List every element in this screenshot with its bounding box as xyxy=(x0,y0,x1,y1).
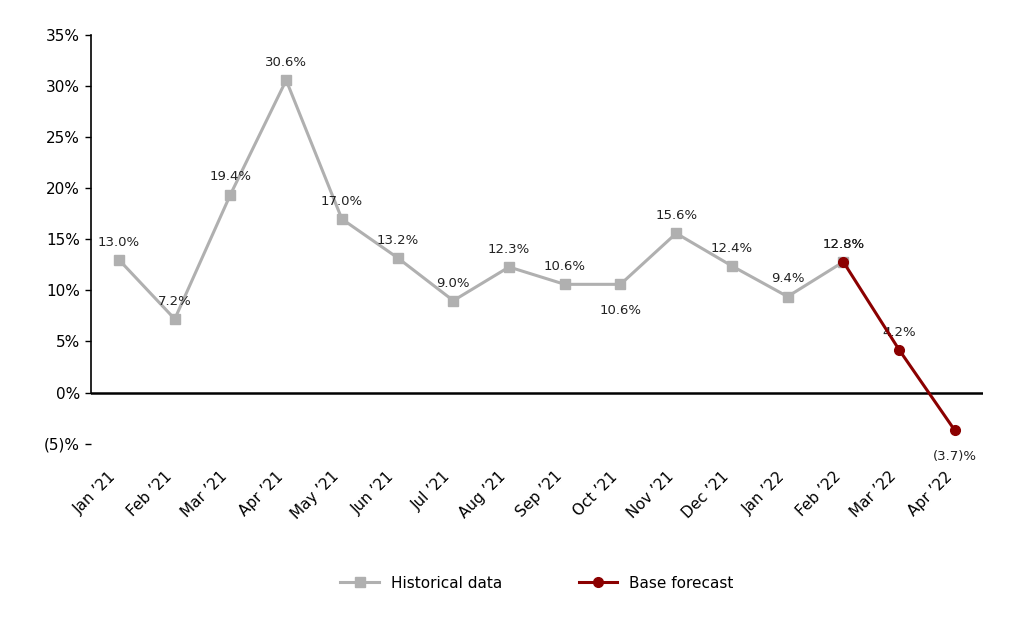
Text: 10.6%: 10.6% xyxy=(544,260,586,273)
Text: 17.0%: 17.0% xyxy=(321,195,363,208)
Legend: Historical data, Base forecast: Historical data, Base forecast xyxy=(334,569,739,597)
Text: 4.2%: 4.2% xyxy=(882,325,916,339)
Text: 12.8%: 12.8% xyxy=(823,238,864,251)
Text: 12.4%: 12.4% xyxy=(711,242,753,255)
Text: 12.3%: 12.3% xyxy=(488,243,530,256)
Text: 13.2%: 13.2% xyxy=(377,234,418,246)
Text: 9.0%: 9.0% xyxy=(437,277,470,290)
Text: 15.6%: 15.6% xyxy=(655,209,697,222)
Text: 19.4%: 19.4% xyxy=(210,171,251,184)
Text: (3.7)%: (3.7)% xyxy=(933,450,977,463)
Text: 13.0%: 13.0% xyxy=(98,236,140,249)
Text: 9.4%: 9.4% xyxy=(771,273,804,285)
Text: 10.6%: 10.6% xyxy=(600,304,641,317)
Text: 7.2%: 7.2% xyxy=(158,295,191,308)
Text: 12.8%: 12.8% xyxy=(823,238,864,251)
Text: 30.6%: 30.6% xyxy=(265,56,307,69)
